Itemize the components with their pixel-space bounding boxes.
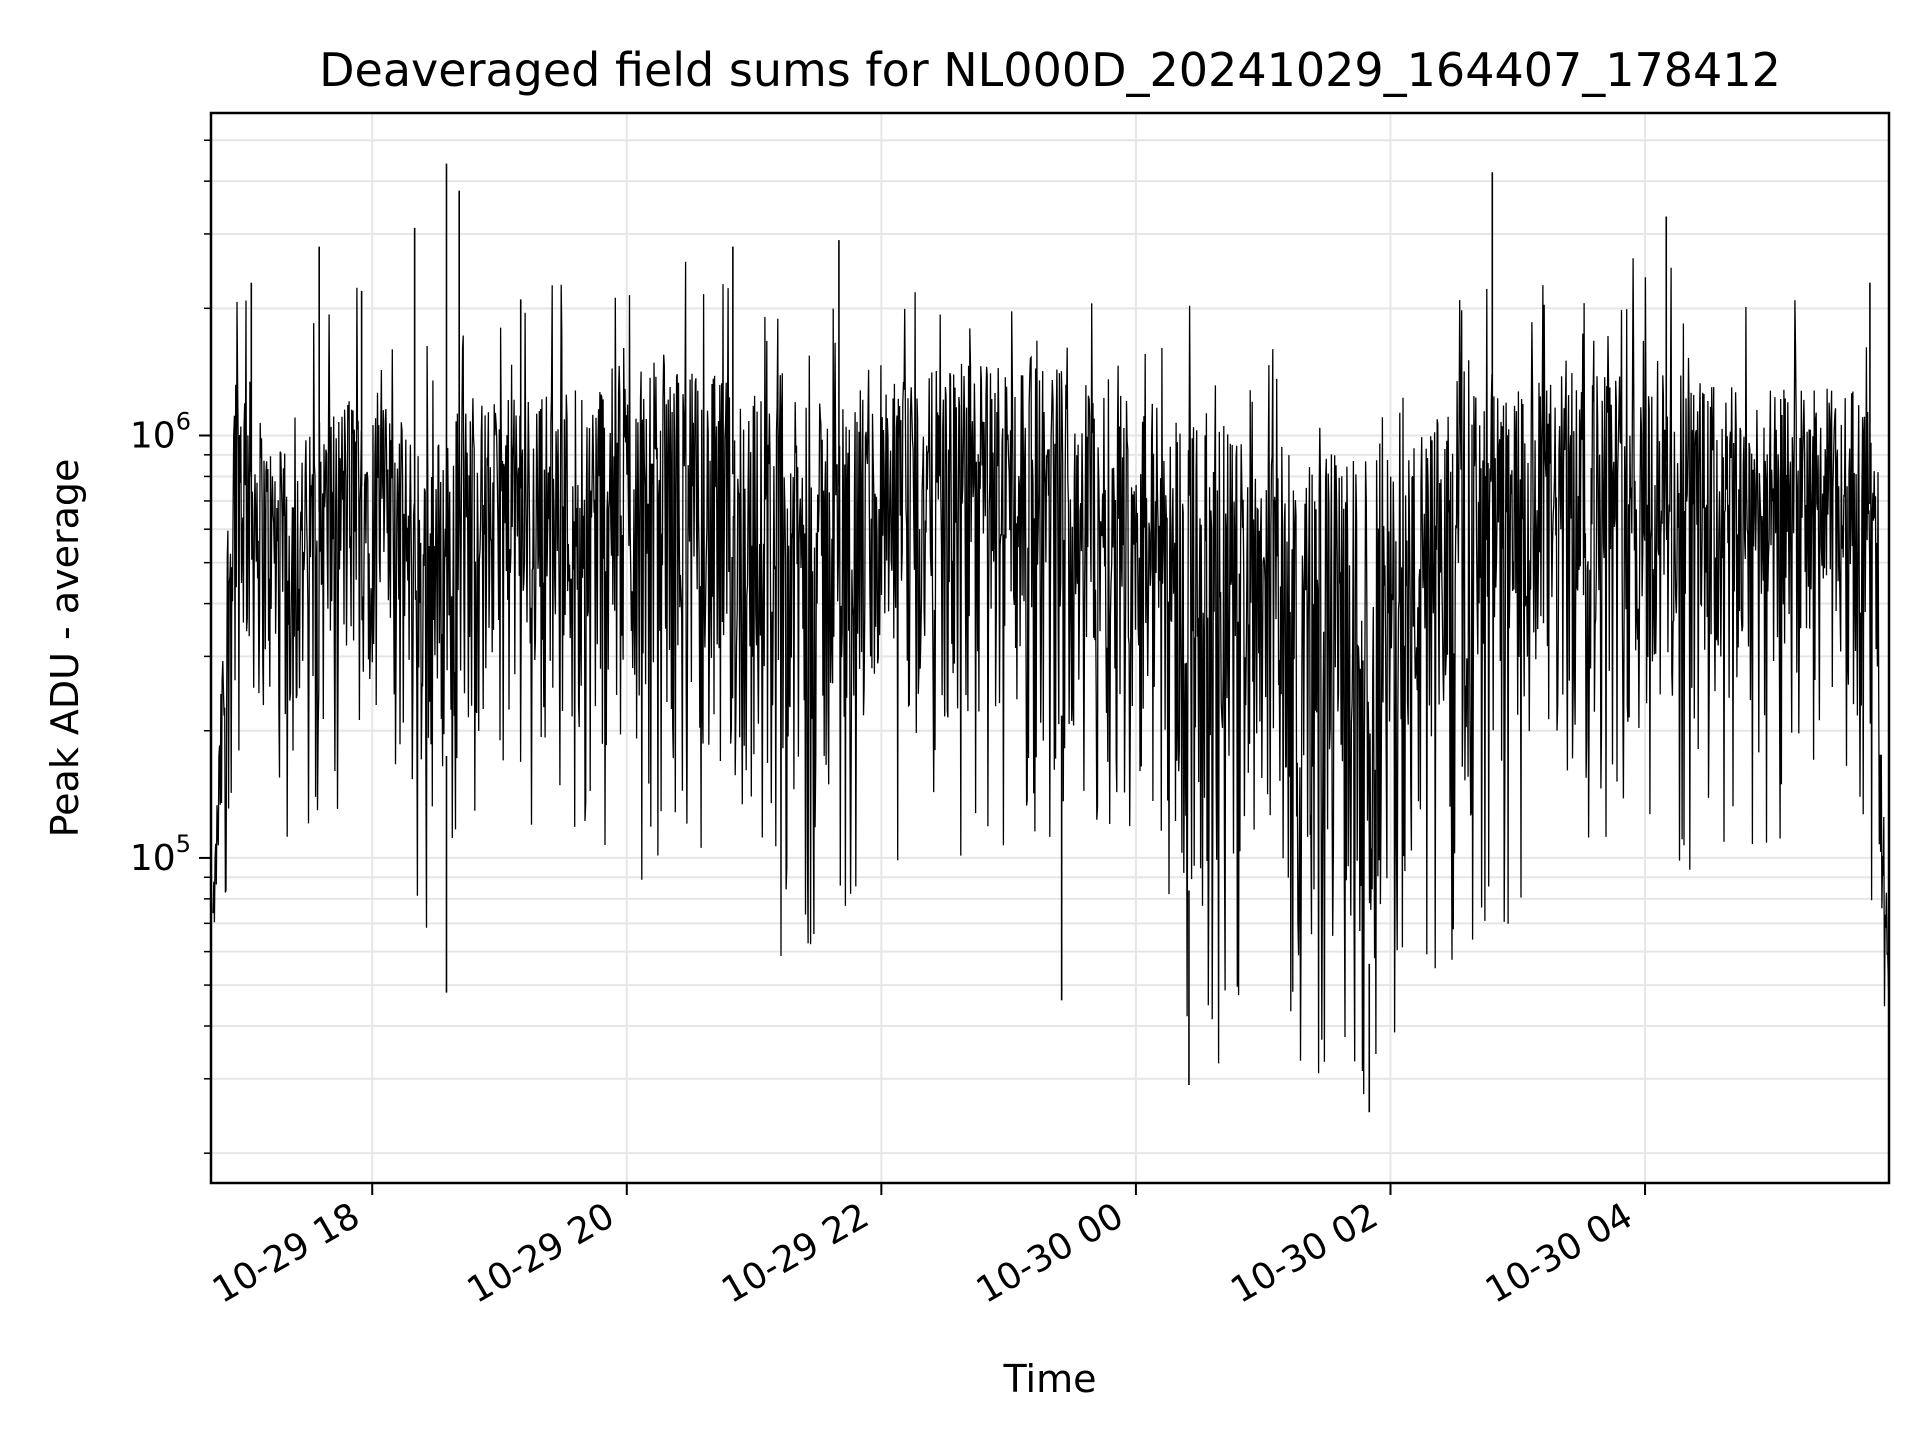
plot-area bbox=[212, 163, 1890, 1113]
x-tick-label: 10-29 22 bbox=[715, 1195, 876, 1311]
x-tick-label: 10-29 20 bbox=[461, 1195, 622, 1311]
y-tick-base: 10 bbox=[130, 415, 176, 456]
axes-frame bbox=[209, 111, 1891, 1185]
y-tick-exponent: 5 bbox=[176, 830, 191, 858]
x-tick-label: 10-30 02 bbox=[1224, 1195, 1385, 1311]
y-axis-label: Peak ADU - average bbox=[43, 459, 87, 838]
x-tick-label: 10-30 04 bbox=[1479, 1195, 1640, 1311]
chart-title: Deaveraged field sums for NL000D_2024102… bbox=[319, 43, 1781, 97]
x-tick-label: 10-29 18 bbox=[206, 1195, 367, 1311]
series-line bbox=[212, 258, 1890, 1095]
y-tick-label: 105 bbox=[130, 830, 191, 879]
x-axis-label: Time bbox=[1003, 1357, 1097, 1401]
y-tick-exponent: 6 bbox=[176, 407, 191, 435]
x-tick-label: 10-30 00 bbox=[970, 1195, 1131, 1311]
y-tick-base: 10 bbox=[130, 838, 176, 879]
y-tick-label: 106 bbox=[130, 407, 191, 456]
